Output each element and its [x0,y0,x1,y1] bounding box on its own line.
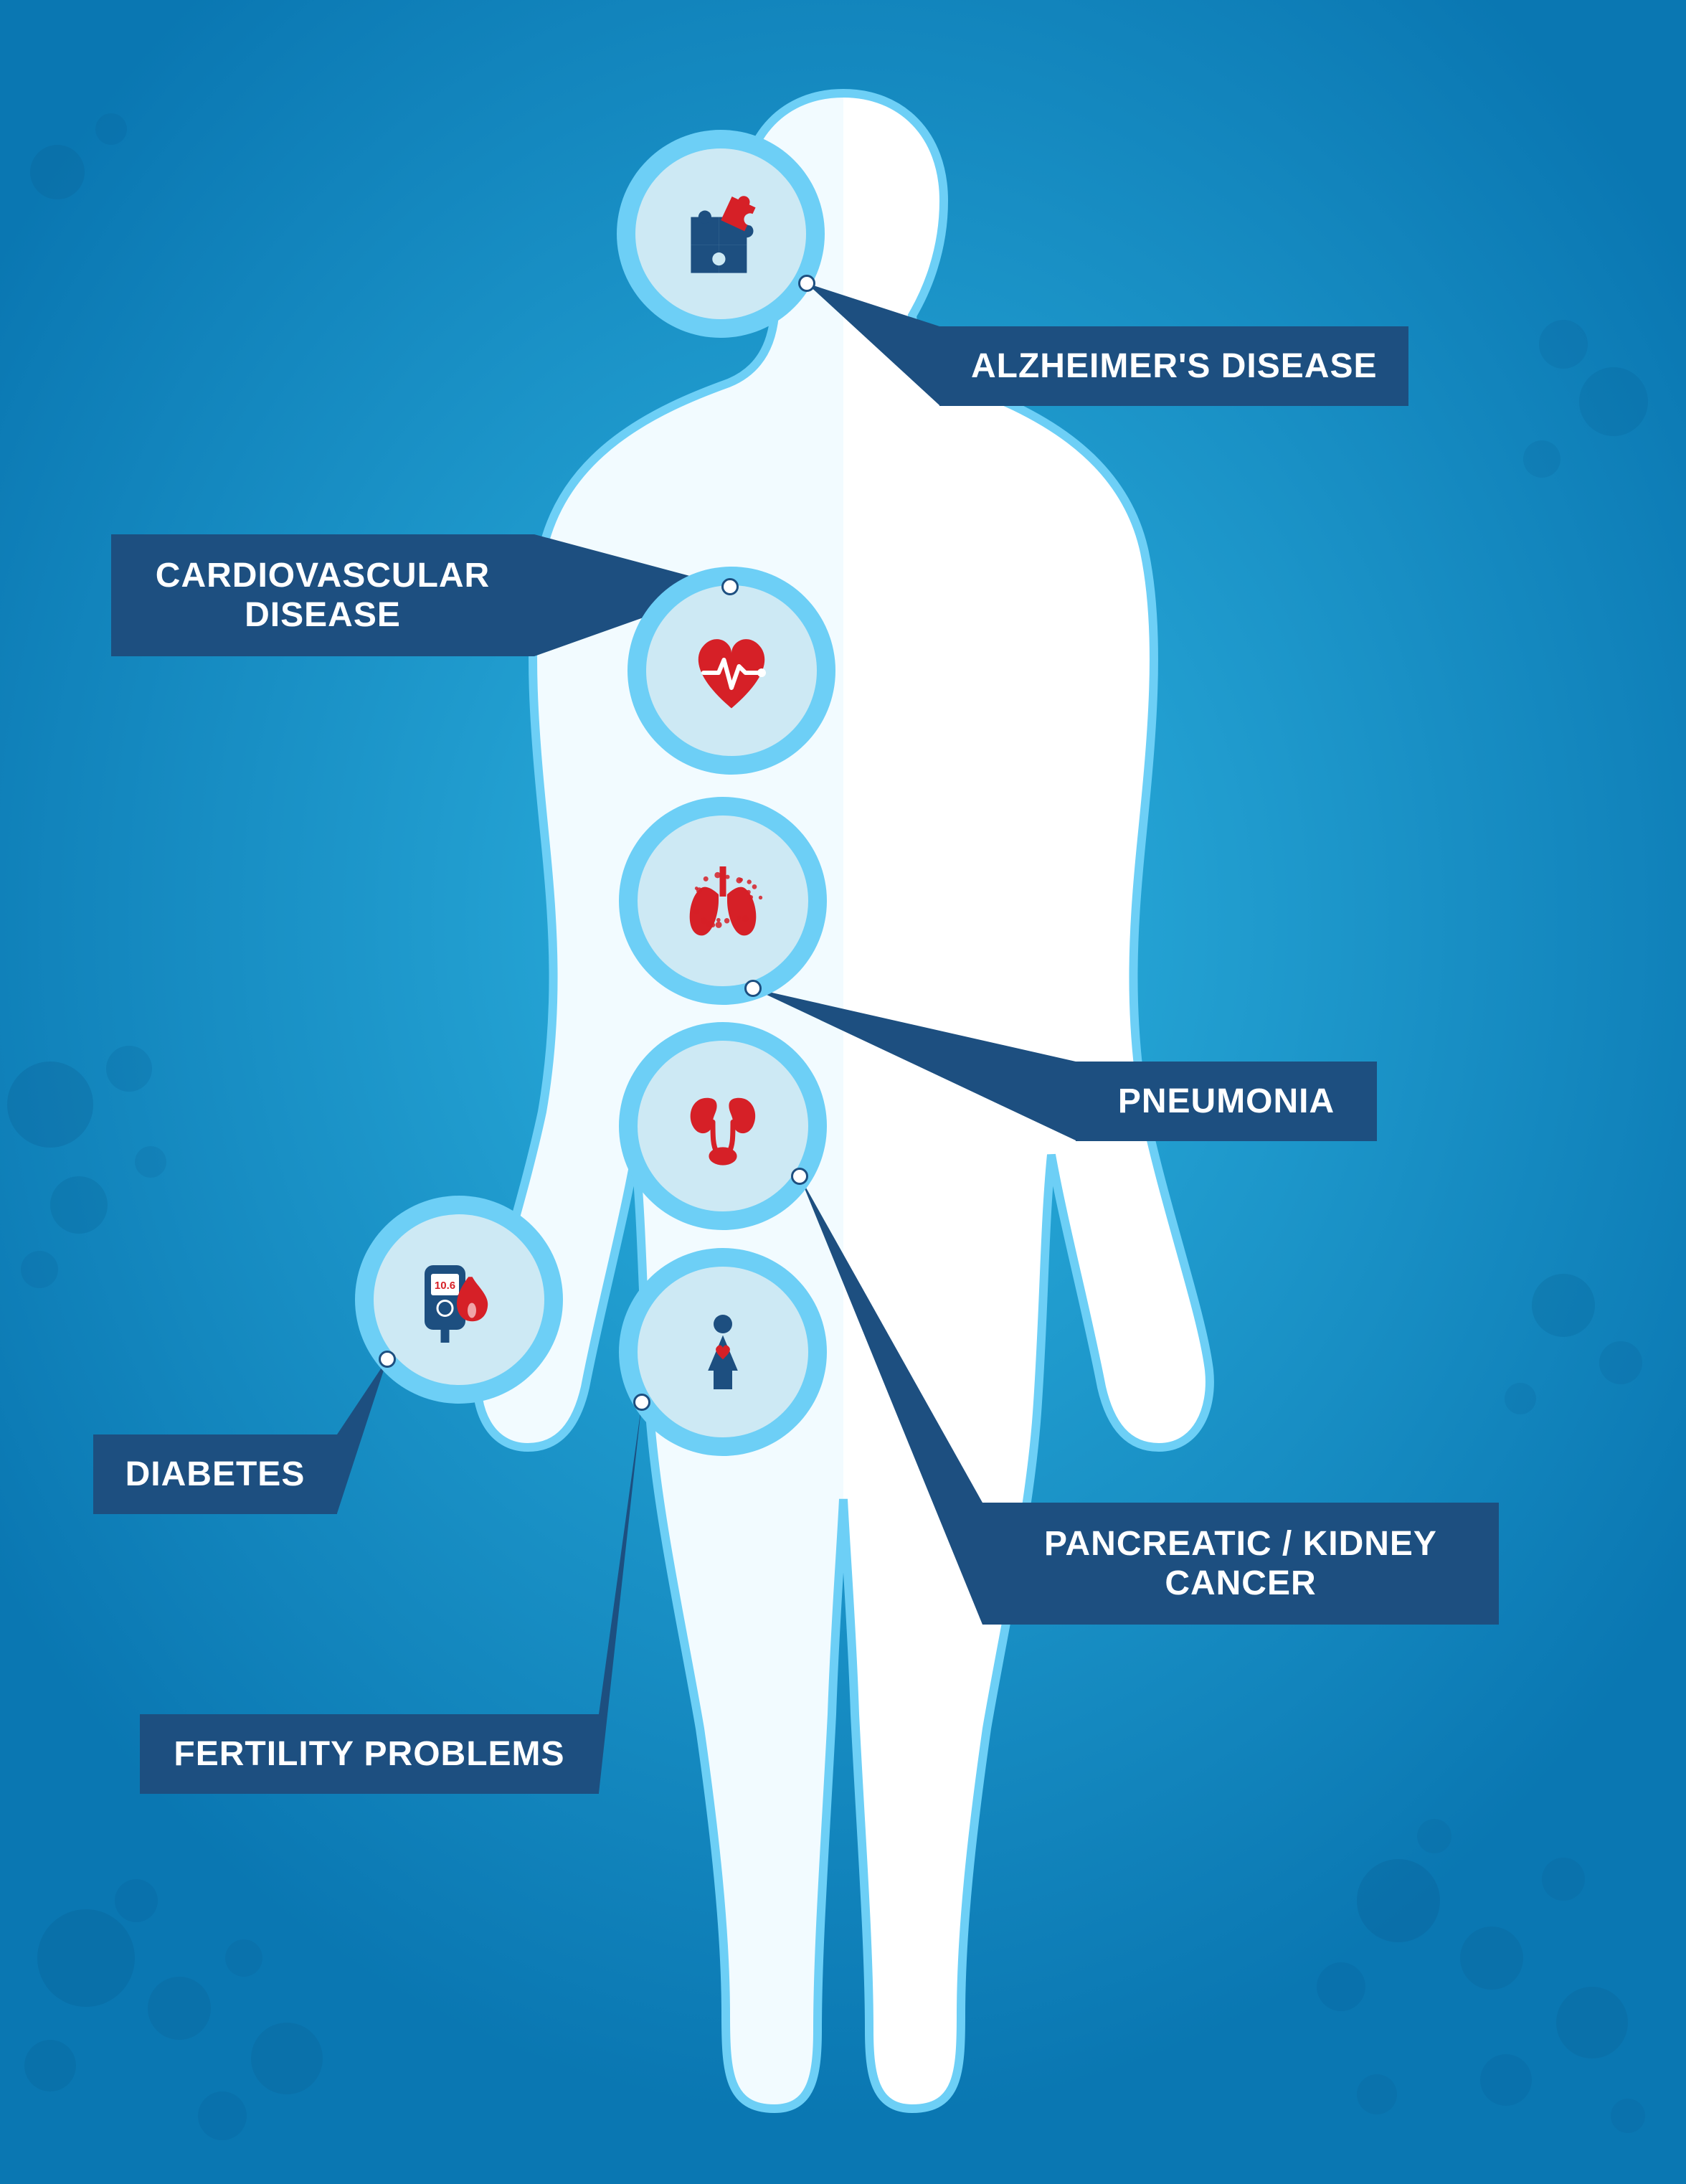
bg-bubble [198,2091,247,2140]
glucometer-icon: 10.6 [374,1214,544,1385]
bg-bubble [37,1909,135,2007]
heart-icon [646,585,817,756]
cardiovascular-icon-circle [627,567,835,775]
fertility-anchor-dot [633,1394,650,1411]
bg-bubble [1357,1859,1440,1942]
person-icon [638,1267,808,1437]
svg-text:10.6: 10.6 [435,1280,455,1292]
diabetes-anchor-dot [379,1351,396,1368]
bg-bubble [50,1176,108,1234]
bg-bubble [1417,1819,1451,1853]
bg-bubble [148,1977,211,2040]
alzheimers-label: ALZHEIMER'S DISEASE [939,326,1408,406]
kidneys-icon [638,1041,808,1211]
pancreatic-anchor-dot [791,1168,808,1185]
bg-bubble [1599,1341,1642,1384]
fertility-label: FERTILITY PROBLEMS [140,1714,599,1794]
bg-bubble [1523,440,1561,478]
cardiovascular-anchor-dot [721,578,739,595]
bg-bubble [135,1146,166,1178]
bg-bubble [7,1062,93,1148]
bg-bubble [1579,367,1648,436]
bg-bubble [95,113,127,145]
pancreatic-label: PANCREATIC / KIDNEY CANCER [982,1503,1499,1625]
bg-bubble [1556,1987,1628,2058]
bg-bubble [1480,2054,1532,2106]
bg-bubble [1611,2099,1645,2133]
bg-bubble [106,1046,152,1092]
bg-bubble [30,145,85,199]
cardiovascular-label: CARDIOVASCULAR DISEASE [111,534,534,656]
bg-bubble [1542,1858,1585,1901]
bg-bubble [21,1251,58,1288]
bg-bubble [1505,1383,1536,1414]
diabetes-label: DIABETES [93,1434,337,1514]
bg-bubble [115,1879,158,1922]
diabetes-icon-circle: 10.6 [355,1196,563,1404]
alzheimers-icon-circle [617,130,825,338]
bg-bubble [1460,1927,1523,1990]
alzheimers-anchor-dot [798,275,815,292]
pneumonia-label: PNEUMONIA [1076,1062,1377,1141]
pneumonia-icon-circle [619,797,827,1005]
pancreatic-icon-circle [619,1022,827,1230]
bg-bubble [225,1939,262,1977]
infographic-canvas: ALZHEIMER'S DISEASE CARDIOVASCULAR DISEA… [0,0,1686,2184]
lungs-icon [638,816,808,986]
puzzle-icon [635,148,806,319]
fertility-icon-circle [619,1248,827,1456]
bg-bubble [1357,2074,1397,2114]
bg-bubble [1532,1274,1595,1337]
pneumonia-anchor-dot [744,980,762,997]
bg-bubble [251,2023,323,2094]
bg-bubble [1539,320,1588,369]
bg-bubble [24,2040,76,2091]
